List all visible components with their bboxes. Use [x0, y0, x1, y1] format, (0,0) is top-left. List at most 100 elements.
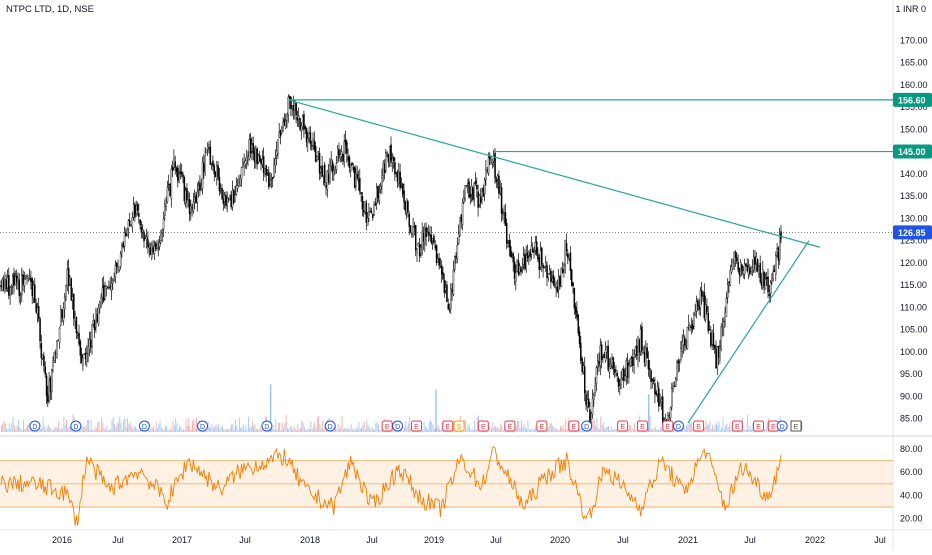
volume-bar [235, 419, 236, 432]
candle-body [533, 251, 535, 253]
time-axis-label: Jul [112, 535, 124, 545]
candle-body [669, 407, 672, 419]
volume-bar [530, 430, 531, 432]
volume-bar [605, 427, 607, 432]
candle-body [114, 265, 117, 278]
volume-bar [631, 428, 633, 432]
volume-bar [531, 428, 533, 432]
volume-bar [207, 421, 209, 432]
trendline[interactable] [288, 99, 821, 248]
volume-bar [16, 425, 18, 432]
event-marker[interactable] [731, 420, 743, 432]
volume-bar [336, 429, 338, 432]
candle-body [589, 409, 591, 422]
time-axis-label: 2016 [52, 535, 72, 545]
event-marker[interactable] [504, 420, 516, 432]
event-marker[interactable] [617, 420, 629, 432]
event-marker[interactable] [568, 420, 580, 432]
candle-body [247, 156, 249, 161]
event-marker[interactable] [662, 420, 674, 432]
candle-body [144, 237, 147, 239]
candle-body [581, 358, 583, 372]
volume-bar [116, 423, 118, 432]
candle-body [206, 145, 209, 150]
volume-bar [522, 427, 524, 432]
event-marker[interactable] [581, 420, 593, 432]
candle-body [526, 252, 529, 259]
volume-bar [532, 429, 534, 432]
event-marker[interactable] [261, 420, 273, 432]
event-marker[interactable] [410, 420, 422, 432]
volume-bar [615, 429, 617, 432]
event-marker[interactable] [197, 420, 209, 432]
volume-bar [335, 427, 336, 432]
candle-body [134, 204, 136, 218]
candle-body [571, 269, 573, 286]
volume-bar [241, 427, 243, 432]
volume-bar [24, 428, 26, 432]
candle-body [249, 138, 252, 154]
candle-body [606, 346, 608, 353]
candle-body [693, 314, 695, 327]
event-marker[interactable] [324, 420, 336, 432]
candle-body [382, 162, 385, 176]
event-marker[interactable] [70, 420, 82, 432]
trendline[interactable] [687, 240, 810, 424]
event-marker[interactable] [776, 420, 788, 432]
event-marker[interactable] [636, 420, 648, 432]
volume-bar [173, 425, 175, 432]
candle-body [738, 267, 741, 276]
candle-body [390, 144, 392, 161]
event-marker[interactable] [392, 420, 404, 432]
candle-body [128, 220, 131, 226]
candle-body [452, 270, 455, 295]
event-marker[interactable] [29, 420, 41, 432]
candle-body [184, 190, 187, 203]
volume-bar [371, 427, 373, 432]
volume-bar [242, 423, 244, 432]
candle-body [702, 292, 704, 294]
candle-body [577, 314, 580, 334]
volume-bar [488, 426, 490, 432]
candle-body [464, 185, 466, 200]
volume-bar [216, 427, 218, 432]
candle-body [251, 143, 253, 152]
event-marker[interactable] [693, 420, 705, 432]
candle-body [460, 214, 463, 222]
event-marker[interactable] [453, 420, 465, 432]
event-marker[interactable] [672, 420, 684, 432]
volume-bar [227, 429, 229, 432]
candle-body [724, 312, 726, 322]
candle-body [67, 268, 70, 286]
volume-bar [67, 428, 69, 432]
event-marker[interactable] [442, 420, 454, 432]
candle-body [100, 296, 102, 300]
candle-body [334, 170, 336, 174]
event-marker[interactable] [752, 420, 764, 432]
candle-body [135, 204, 137, 215]
candle-body [171, 166, 174, 171]
currency-unit-label[interactable]: 1 INR 0 [895, 4, 926, 14]
event-marker[interactable] [477, 420, 489, 432]
upcoming-earnings-marker[interactable] [790, 420, 802, 432]
candle-body [69, 276, 71, 285]
volume-bar [752, 423, 754, 432]
event-marker[interactable] [138, 420, 150, 432]
volume-bar [300, 428, 301, 432]
volume-bar [748, 428, 750, 432]
volume-bar [27, 424, 28, 432]
volume-bar [597, 427, 599, 432]
volume-bar [82, 427, 84, 432]
event-marker[interactable] [536, 420, 548, 432]
volume-bar [134, 426, 136, 432]
event-marker-label: E [620, 424, 625, 431]
candle-body [437, 258, 439, 263]
volume-bar [157, 428, 158, 432]
candle-body [498, 175, 500, 194]
candle-body [481, 191, 483, 200]
volume-bar [166, 425, 167, 432]
candle-body [22, 274, 24, 285]
volume-bar [2, 423, 4, 432]
